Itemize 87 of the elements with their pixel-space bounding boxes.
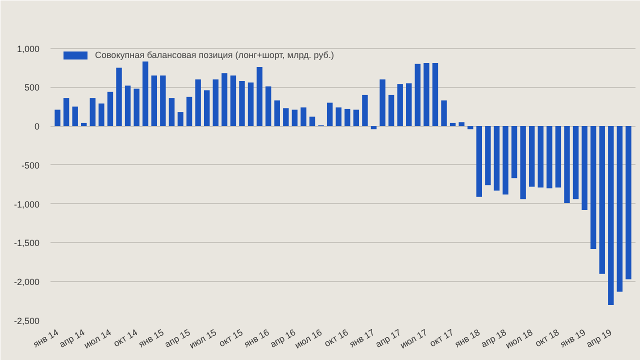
y-tick-label: -1,000 — [14, 199, 40, 210]
x-tick-label: окт 15 — [217, 327, 244, 349]
bar — [124, 86, 131, 126]
bar — [204, 90, 210, 126]
bar — [450, 122, 456, 126]
bar — [54, 110, 60, 126]
bar — [468, 126, 474, 130]
bar — [256, 66, 262, 126]
bar — [582, 126, 588, 210]
bar — [292, 110, 298, 126]
bar — [248, 82, 254, 126]
bar — [142, 62, 148, 126]
x-tick-label: окт 18 — [533, 327, 561, 349]
y-tick-label: 0 — [34, 122, 40, 132]
bar — [590, 126, 596, 249]
bar — [265, 86, 272, 126]
y-tick-label: -1,500 — [14, 238, 40, 248]
bar — [538, 126, 544, 188]
bar — [239, 80, 245, 126]
x-tick-label: окт 17 — [428, 327, 456, 349]
bar — [309, 116, 316, 126]
bar — [195, 79, 201, 126]
x-tick-label: апр 19 — [584, 327, 614, 350]
bar — [336, 107, 342, 126]
bar — [230, 76, 236, 126]
bar — [432, 63, 438, 126]
bar — [608, 126, 614, 305]
bar — [81, 122, 87, 126]
bar — [151, 76, 158, 126]
bar — [160, 76, 166, 126]
bar — [414, 64, 421, 126]
x-tick-label: янв 19 — [558, 327, 588, 350]
bar — [134, 88, 140, 126]
y-tick-label: -2,000 — [14, 277, 40, 288]
x-tick-label: июл 17 — [398, 327, 429, 350]
bar — [397, 84, 403, 126]
bar — [616, 126, 623, 292]
bar — [546, 126, 552, 188]
bar — [353, 110, 360, 126]
bar — [485, 126, 491, 186]
bar — [424, 63, 430, 126]
bar — [388, 94, 394, 126]
bar — [599, 126, 605, 274]
x-tick-label: янв 14 — [32, 327, 60, 350]
bar — [626, 126, 632, 280]
bar — [380, 79, 386, 126]
y-tick-label: -500 — [21, 160, 40, 170]
bar — [494, 126, 500, 191]
x-tick-label: окт 14 — [112, 327, 140, 349]
x-tick-label: янв 18 — [453, 327, 482, 350]
bar — [458, 122, 464, 126]
x-tick-label: янв 17 — [348, 327, 376, 350]
x-tick-label: янв 16 — [242, 327, 271, 350]
bar — [90, 98, 96, 126]
bar — [212, 79, 218, 126]
bar — [564, 126, 570, 204]
bar — [528, 126, 535, 187]
bar — [511, 126, 518, 178]
bar — [555, 126, 562, 188]
bar — [406, 83, 412, 126]
bar — [441, 100, 447, 126]
bar — [370, 126, 377, 130]
bar — [168, 98, 175, 126]
x-tick-label: окт 16 — [322, 327, 350, 349]
x-tick-label: янв 15 — [136, 327, 166, 350]
bar — [63, 98, 70, 126]
bar — [283, 108, 289, 126]
y-tick-label: 1,000 — [16, 44, 40, 54]
bar — [520, 126, 526, 200]
bar — [502, 126, 508, 194]
y-tick-label: 500 — [24, 82, 40, 93]
y-tick-label: -2,500 — [14, 316, 40, 326]
bar — [116, 68, 122, 126]
bar — [362, 94, 368, 126]
bar — [107, 92, 114, 126]
bar — [344, 108, 350, 126]
bar — [72, 106, 78, 126]
bar — [572, 126, 579, 200]
bar — [326, 102, 333, 126]
bar — [178, 112, 184, 126]
bar — [300, 107, 306, 126]
bar — [476, 126, 482, 197]
bar — [186, 96, 192, 126]
bar — [222, 73, 228, 126]
legend-label: Совокупная балансовая позиция (лонг+шорт, млрд. руб.) — [95, 50, 334, 60]
bar — [98, 104, 104, 126]
bar — [274, 100, 280, 126]
